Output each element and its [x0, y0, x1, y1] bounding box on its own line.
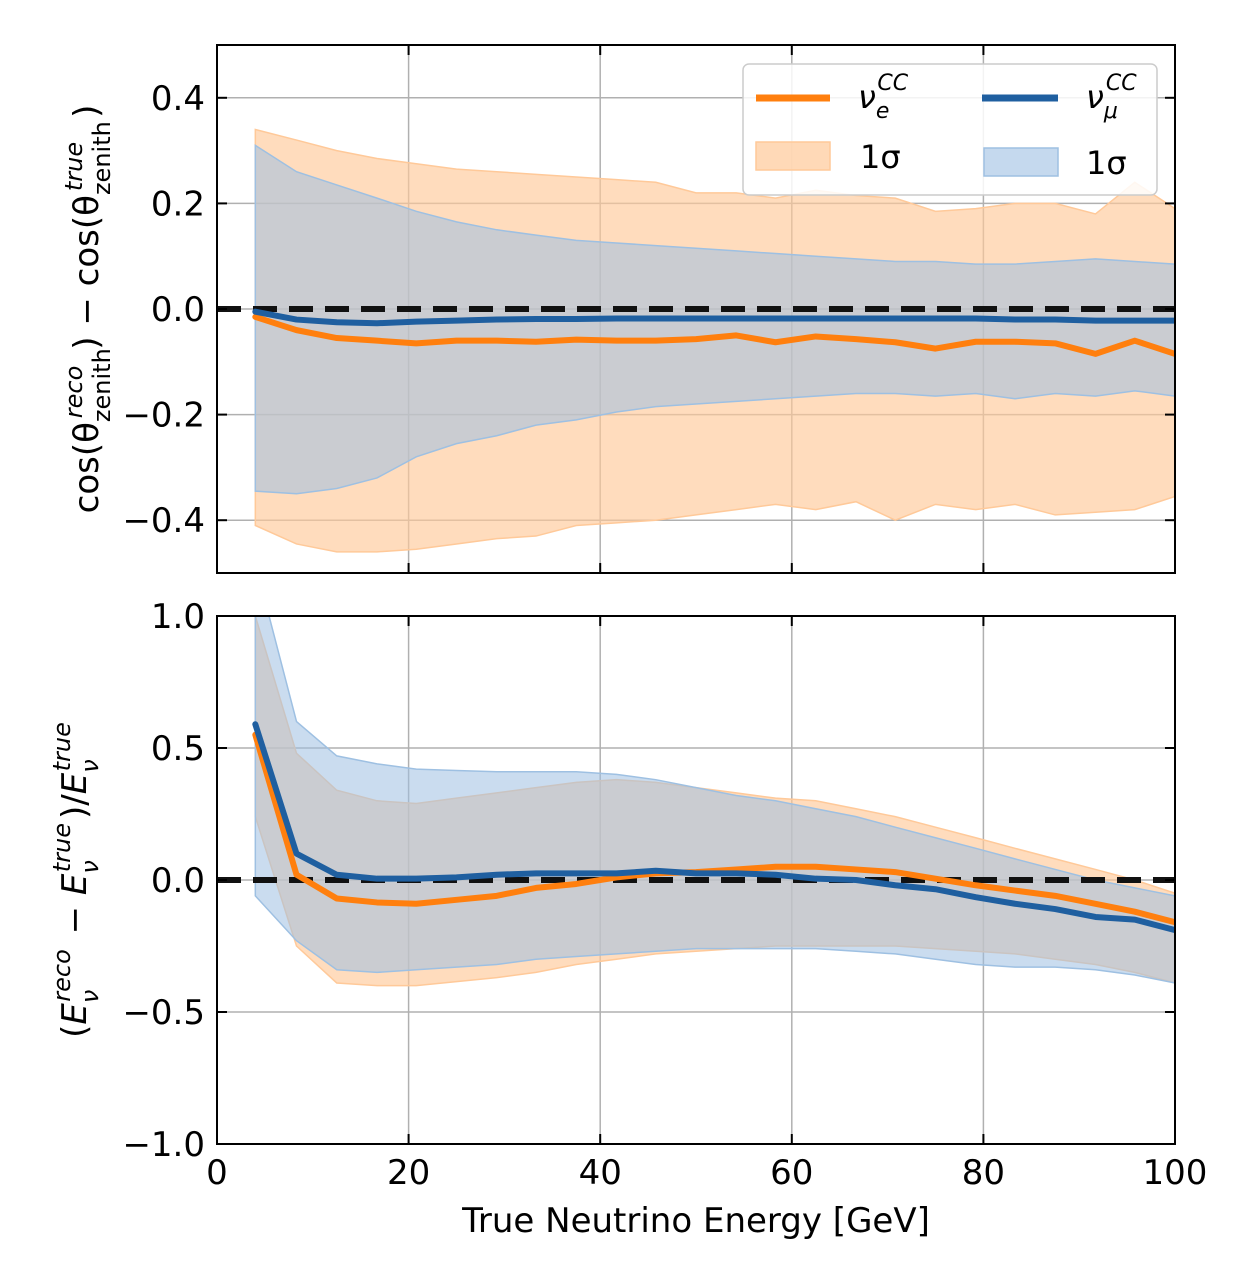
top-ytick-label-4: −0.4 [122, 501, 205, 541]
legend-nue-band-label: 1σ [860, 138, 901, 176]
bottom-ylabel: (Eνreco − Eνtrue)/Eνtrue [48, 722, 104, 1038]
bottom-ylabel-sup1: reco [48, 949, 76, 1002]
legend: νeCC νμCC 1σ 1σ [742, 63, 1158, 196]
svg-text:(Eνreco − Eνtrue)/Eνtrue: (Eνreco − Eνtrue)/Eνtrue [48, 722, 104, 1038]
legend-nue-band [755, 141, 831, 171]
top-ylabel-sup1: reco [60, 366, 88, 419]
bot-xtick-label-4: 80 [962, 1153, 1005, 1193]
top-ticks [216, 45, 1176, 573]
top-line-nue [252, 313, 1175, 357]
top-ytick-label-2: 0.0 [151, 290, 205, 330]
bottom-ylabel-E1: E [55, 1003, 95, 1025]
bot-xtick-label-2: 40 [579, 1153, 622, 1193]
top-ylabel-minus: ) − cos(θ [67, 195, 107, 350]
bottom-xlabel: True Neutrino Energy [GeV] [461, 1201, 930, 1241]
legend-numu-band [983, 147, 1059, 177]
bottom-ylabel-E3: E [55, 772, 95, 794]
bottom-ylabel-open: ( [55, 1025, 95, 1038]
bottom-bands [254, 616, 1175, 987]
top-line-numu [252, 308, 1175, 327]
bot-ytick-label-3: −0.5 [122, 993, 205, 1033]
bottom-xtick-labels: 0 20 40 60 80 100 [206, 1153, 1207, 1193]
top-ytick-label-1: 0.2 [151, 184, 205, 224]
top-ytick-labels: 0.4 0.2 0.0 −0.2 −0.4 [122, 79, 205, 541]
top-ylabel-sup2: true [60, 142, 88, 191]
bot-band-numu [254, 616, 1175, 984]
svg-text:cos(θzenithreco) − cos(θzenith: cos(θzenithreco) − cos(θzenithtrue) [60, 105, 116, 514]
bottom-ticks [216, 615, 1176, 1145]
bottom-ylabel-sub3: ν [76, 759, 104, 772]
bot-ytick-label-1: 0.5 [151, 729, 205, 769]
bottom-ylabel-sub1: ν [76, 990, 104, 1003]
bottom-ytick-labels: 1.0 0.5 0.0 −0.5 −1.0 [122, 597, 205, 1165]
top-lines [252, 308, 1175, 357]
bottom-ylabel-E2: E [55, 873, 95, 895]
top-ylabel-close: ) [67, 105, 107, 118]
bottom-ylabel-sup3: true [48, 722, 76, 771]
top-ylabel-sub2: zenith [88, 121, 116, 195]
bot-ytick-label-2: 0.0 [151, 861, 205, 901]
legend-nue-label: νeCC [858, 71, 909, 124]
bot-xtick-label-0: 0 [206, 1153, 228, 1193]
top-ytick-label-0: 0.4 [151, 79, 205, 119]
legend-numu-band-label: 1σ [1086, 144, 1127, 182]
bottom-ylabel-slash: )/ [55, 794, 95, 819]
bot-ytick-label-4: −1.0 [122, 1125, 205, 1165]
bottom-lines [252, 721, 1175, 934]
top-panel: 0.40.20.0−0.2−0.4 cos(θzenithreco) − cos… [60, 44, 1176, 574]
bottom-panel: 1.00.50.0−0.5−1.0 0 20 40 60 80 100 (Eνreco −… [48, 597, 1207, 1241]
bot-xtick-label-5: 100 [1143, 1153, 1208, 1193]
top-ytick-label-3: −0.2 [122, 396, 205, 436]
bottom-ylabel-sub2: ν [76, 860, 104, 873]
bottom-ylabel-minus: − [55, 895, 95, 945]
top-ylabel-cos1: cos(θ [67, 422, 107, 513]
bot-xtick-label-1: 20 [387, 1153, 430, 1193]
bot-xtick-label-3: 60 [770, 1153, 813, 1193]
legend-numu-label: νμCC [1086, 71, 1137, 124]
bot-ytick-label-0: 1.0 [151, 597, 205, 637]
top-ylabel-sub1: zenith [88, 348, 116, 422]
top-ylabel: cos(θzenithreco) − cos(θzenithtrue) [60, 105, 116, 514]
bot-line-numu [252, 721, 1175, 934]
bottom-ylabel-sup2: true [48, 823, 76, 872]
